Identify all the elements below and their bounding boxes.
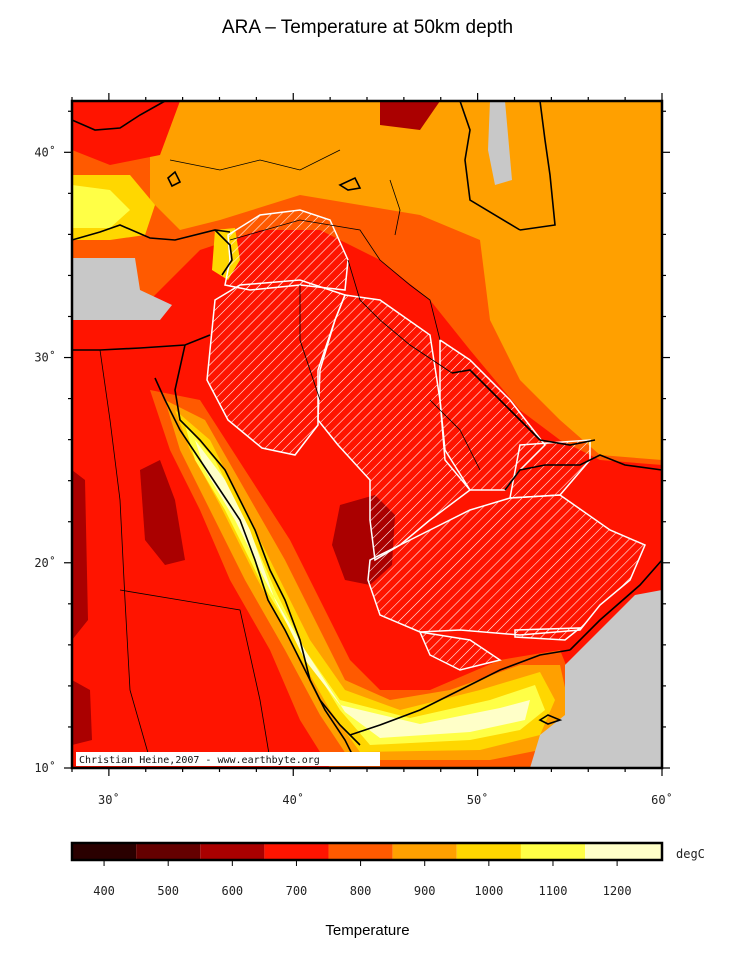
- lat-tick-label: 20˚: [34, 555, 56, 570]
- colorbar-swatch: [200, 843, 265, 860]
- terrane-polygon-southeast: [514, 627, 583, 641]
- colorbar-swatch: [72, 843, 137, 860]
- credit-text: Christian Heine,2007 - www.earthbyte.org: [79, 755, 320, 766]
- colorbar-swatch: [392, 843, 457, 860]
- colorbar-swatch: [136, 843, 201, 860]
- credit-box: [76, 752, 380, 766]
- colorbar-unit: degC: [676, 847, 705, 861]
- colorbar-swatch: [264, 843, 329, 860]
- colorbar: 400 500 600 700 800 900 1000 1100 1200: [70, 841, 664, 898]
- lat-tick-label: 10˚: [34, 760, 56, 775]
- colorbar-border: [70, 841, 664, 862]
- colorbar-tick-label: 600: [221, 884, 243, 898]
- colorbar-swatch: [520, 843, 586, 860]
- coastlines: [71, 100, 663, 761]
- lat-tick-label: 40˚: [34, 144, 56, 159]
- lon-tick-label: 50˚: [467, 792, 489, 807]
- colorbar-tick-label: 1100: [539, 884, 568, 898]
- colorbar-tick-label: 500: [157, 884, 179, 898]
- colorbar-tick-label: 700: [286, 884, 308, 898]
- axis-tick-labels: 30˚ 40˚ 50˚ 60˚ 10˚ 20˚ 30˚ 40˚: [34, 144, 673, 807]
- colorbar-swatch: [456, 843, 521, 860]
- terrane-polygon-east: [509, 439, 591, 499]
- lon-tick-label: 60˚: [651, 792, 673, 807]
- colorbar-tick-label: 400: [93, 884, 115, 898]
- terrane-polygon-yemen: [418, 631, 502, 671]
- colorbar-tick-label: 900: [414, 884, 436, 898]
- political-borders: [99, 149, 481, 761]
- lat-tick-label: 30˚: [34, 350, 56, 365]
- colorbar-tick-label: 1000: [474, 884, 503, 898]
- axis-ticks: [64, 93, 670, 776]
- colorbar-tick-label: 800: [350, 884, 372, 898]
- colorbar-tick-label: 1200: [603, 884, 632, 898]
- terrane-overlays: [206, 209, 646, 671]
- colorbar-title: Temperature: [325, 922, 410, 939]
- colorbar-swatch: [328, 843, 393, 860]
- lon-tick-label: 40˚: [282, 792, 304, 807]
- terrane-polygon-south: [367, 494, 646, 636]
- colorbar-swatch: [585, 843, 662, 860]
- lon-tick-label: 30˚: [98, 792, 120, 807]
- terrane-polygon-north: [224, 209, 349, 291]
- terrane-polygon-west: [206, 279, 346, 456]
- map-title: ARA – Temperature at 50km depth: [221, 17, 514, 38]
